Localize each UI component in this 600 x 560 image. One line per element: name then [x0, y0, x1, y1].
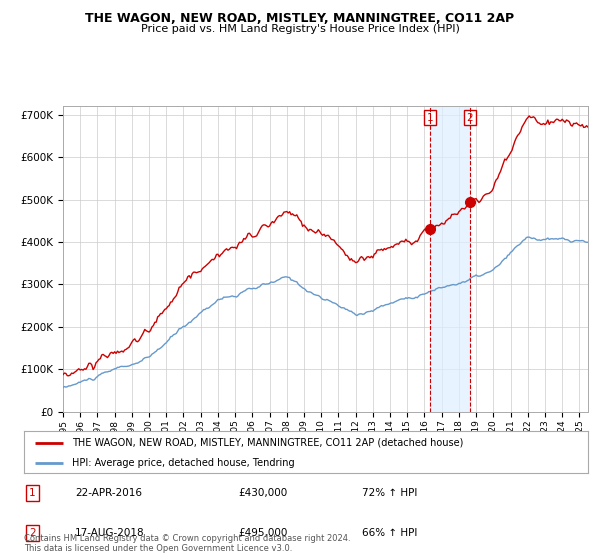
Text: Contains HM Land Registry data © Crown copyright and database right 2024.
This d: Contains HM Land Registry data © Crown c…: [24, 534, 350, 553]
Text: £495,000: £495,000: [238, 528, 287, 538]
Text: 2: 2: [466, 113, 473, 123]
Text: 66% ↑ HPI: 66% ↑ HPI: [362, 528, 418, 538]
Bar: [430, 106, 470, 412]
Text: 22-APR-2016: 22-APR-2016: [75, 488, 142, 498]
Text: 72% ↑ HPI: 72% ↑ HPI: [362, 488, 418, 498]
Text: 1: 1: [427, 113, 433, 123]
Text: 1: 1: [29, 488, 36, 498]
Text: 17-AUG-2018: 17-AUG-2018: [75, 528, 145, 538]
Text: HPI: Average price, detached house, Tendring: HPI: Average price, detached house, Tend…: [72, 458, 295, 468]
Text: THE WAGON, NEW ROAD, MISTLEY, MANNINGTREE, CO11 2AP (detached house): THE WAGON, NEW ROAD, MISTLEY, MANNINGTRE…: [72, 438, 463, 448]
Text: THE WAGON, NEW ROAD, MISTLEY, MANNINGTREE, CO11 2AP: THE WAGON, NEW ROAD, MISTLEY, MANNINGTRE…: [85, 12, 515, 25]
Text: Price paid vs. HM Land Registry's House Price Index (HPI): Price paid vs. HM Land Registry's House …: [140, 24, 460, 34]
Text: £430,000: £430,000: [238, 488, 287, 498]
Text: 2: 2: [29, 528, 36, 538]
